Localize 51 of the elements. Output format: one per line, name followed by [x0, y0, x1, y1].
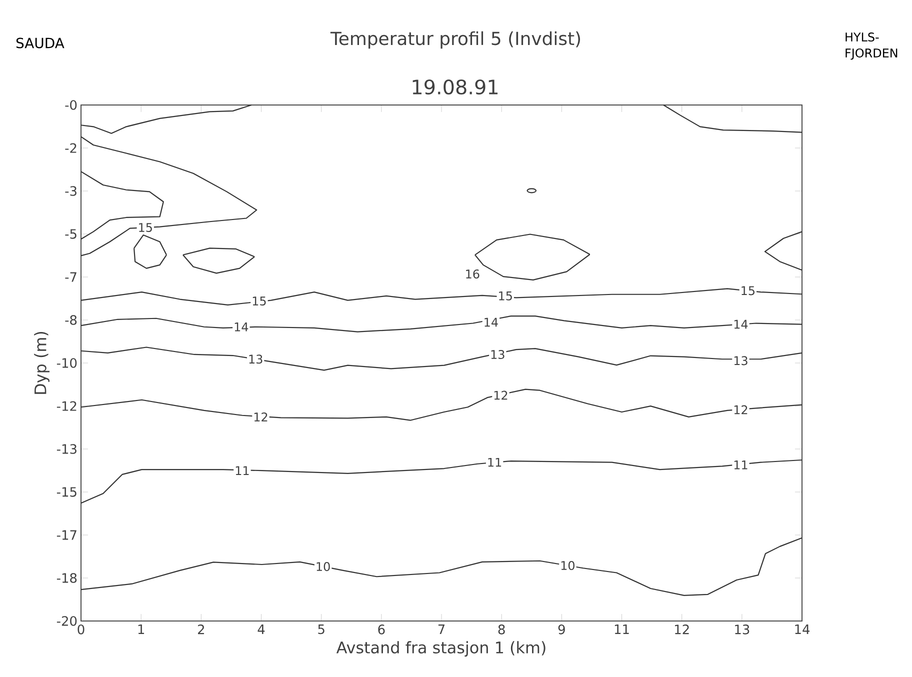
chart-subtitle: 19.08.91: [412, 79, 498, 95]
y-tick-label: -10: [56, 358, 77, 368]
y-tick-label: -12: [56, 401, 76, 411]
y-tick-label: -18: [56, 573, 77, 583]
y-tick-label: -20: [56, 616, 77, 626]
y-tick-label: -7: [65, 272, 76, 282]
annotation: 16: [466, 269, 480, 279]
y-tick-label: -15: [56, 487, 76, 497]
text: SAUDA: [16, 38, 64, 48]
annotation: 11: [488, 458, 502, 467]
annotation: 13: [734, 356, 748, 366]
x-tick-label: 8: [498, 624, 505, 634]
x-tick-label: 9: [558, 624, 565, 634]
x-tick-label: 4: [258, 624, 265, 634]
y-tick-label: -17: [56, 530, 76, 540]
annotation: 14: [734, 320, 748, 329]
y-tick-label: -2: [65, 143, 76, 153]
x-tick-label: 2: [198, 624, 204, 634]
y-tick-label: -0: [65, 100, 77, 110]
x-tick-label: 14: [795, 624, 810, 634]
x-axis-title: Avstand fra stasjon 1 (km): [336, 641, 546, 657]
annotation: 10: [561, 561, 574, 570]
annotation: 14: [234, 322, 248, 332]
y-tick-label: -3: [65, 186, 76, 196]
x-tick-label: 1: [138, 624, 144, 634]
y-tick-label: -8: [65, 315, 77, 325]
annotation: 11: [236, 466, 249, 475]
annotation: 15: [252, 296, 266, 306]
y-axis-title: Dyp (m): [34, 332, 50, 394]
text: HYLS-FJORDEN: [846, 32, 898, 60]
annotation: 15: [139, 223, 152, 232]
x-tick-label: 5: [318, 624, 324, 634]
annotation: 13: [491, 350, 504, 360]
x-tick-label: 11: [614, 624, 629, 634]
x-tick-label: 13: [735, 624, 750, 634]
annotation: 12: [254, 412, 268, 422]
y-tick-label: -13: [56, 444, 76, 454]
annotation: 13: [249, 354, 262, 364]
x-tick-label: 6: [378, 624, 385, 634]
x-tick-label: 12: [675, 624, 689, 634]
annotation: 15: [742, 286, 754, 296]
annotation: 12: [734, 405, 748, 414]
annotation: 10: [316, 562, 330, 572]
annotation: 11: [734, 460, 748, 470]
annotation: 15: [499, 291, 512, 300]
annotation: 12: [494, 390, 508, 400]
x-tick-label: 7: [438, 624, 445, 634]
chart-title: Temperatur profil 5 (Invdist): [330, 31, 580, 49]
x-tick-label: 0: [78, 624, 84, 634]
y-tick-label: -5: [65, 229, 76, 239]
annotation: 14: [484, 318, 498, 327]
